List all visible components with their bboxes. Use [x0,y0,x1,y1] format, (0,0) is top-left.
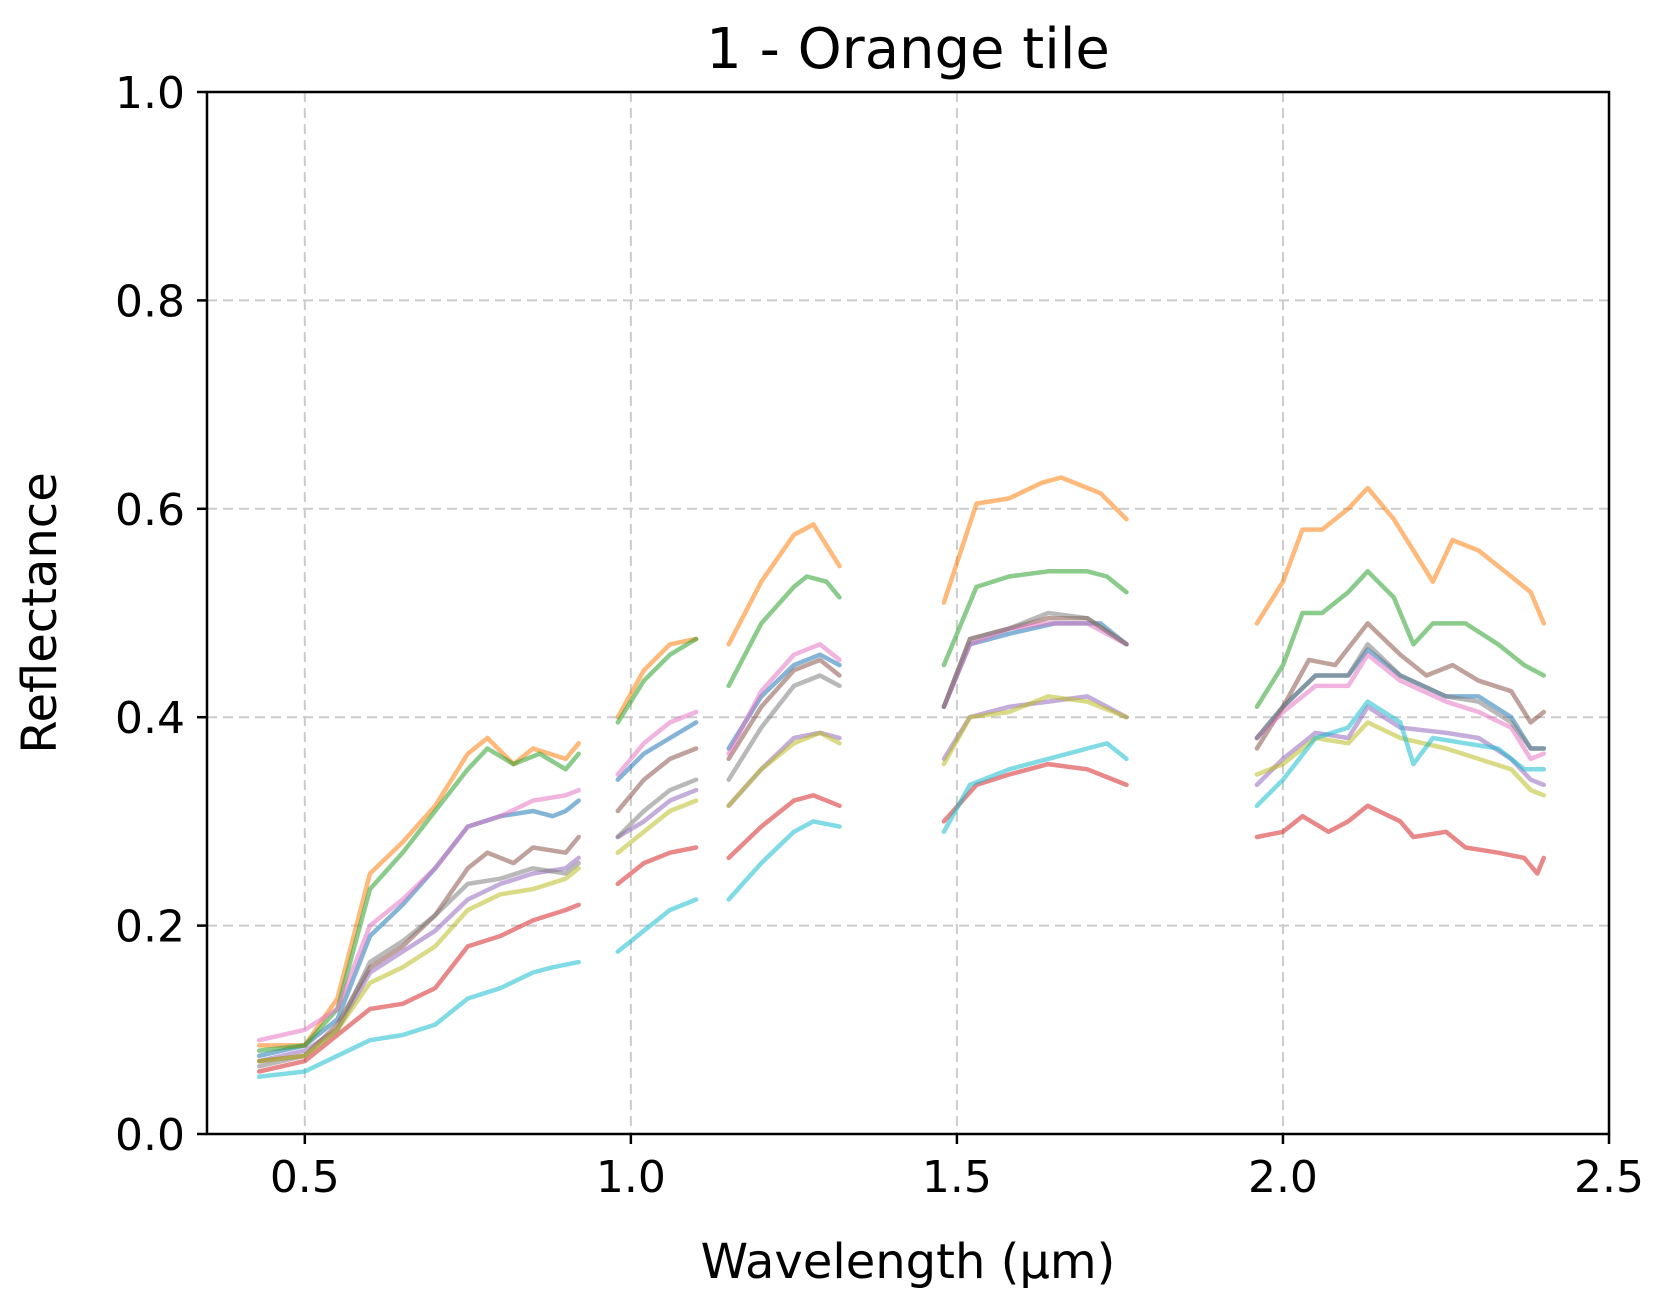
y-axis-title: Reflectance [12,472,68,753]
series-line-segment [941,475,1129,605]
series-line-segment [941,761,1129,824]
x-tick-label: 1.0 [596,1152,666,1203]
series-line-segment [256,959,581,1079]
series-line-segment [941,694,1129,767]
y-tick-label: 0.0 [115,1110,185,1161]
series-line-segment [1254,652,1547,762]
y-tick-label: 0.2 [115,902,185,953]
series-line-segment [615,845,699,887]
series-line-segment [726,819,842,902]
series-line-segment [1254,485,1547,626]
series-line-segment [941,741,1129,835]
series-line-segment [1254,642,1547,751]
series-line-segment [726,657,842,762]
plot-lines [256,475,1547,1079]
x-tick-label: 0.5 [270,1152,340,1203]
x-axis-title: Wavelength (µm) [701,1234,1116,1290]
series-line-segment [615,636,699,720]
series-line-segment [726,574,842,689]
series-line-segment [1254,621,1547,751]
series-spectrum-2 [256,475,1547,1048]
series-line-segment [615,897,699,954]
series-line-segment [1254,699,1547,809]
series-line-segment [1254,803,1547,876]
series-line-segment [615,777,699,840]
series-line-segment [941,610,1129,710]
series-line-segment [256,735,581,1048]
series-line-segment [256,787,581,1043]
series-line-segment [1254,720,1547,798]
series-spectrum-8 [256,610,1547,1069]
series-line-segment [615,720,699,782]
series-line-segment [1254,569,1547,710]
series-spectrum-10 [256,699,1547,1079]
series-line-segment [615,787,699,840]
x-tick-label: 1.5 [922,1152,992,1203]
series-line-segment [615,709,699,777]
series-line-segment [941,569,1129,668]
y-tick-label: 1.0 [115,68,185,119]
series-line-segment [615,746,699,814]
series-line-segment [726,642,842,756]
x-tick-label: 2.0 [1248,1152,1318,1203]
x-tick-label: 2.5 [1574,1152,1644,1203]
series-line-segment [726,793,842,861]
plot-frame [205,90,1611,1136]
y-tick-label: 0.4 [115,693,185,744]
series-line-segment [256,866,581,1064]
series-line-segment [726,730,842,809]
series-line-segment [256,834,581,1064]
series-spectrum-4 [256,761,1547,1074]
series-line-segment [615,636,699,725]
y-tick-label: 0.8 [115,276,185,327]
series-line-segment [615,798,699,855]
series-line-segment [726,522,842,647]
ticks: 0.5 1.0 1.5 2.0 2.5 0.0 0.2 0.4 0.6 0.8 1.0 [115,68,1644,1203]
grid [207,92,1609,1134]
series-spectrum-9 [256,694,1547,1064]
series-line-segment [256,902,581,1074]
chart-title: 1 - Orange tile [706,17,1110,82]
y-tick-label: 0.6 [115,485,185,536]
series-spectrum-7 [256,621,1547,1043]
series-line-segment [726,673,842,782]
